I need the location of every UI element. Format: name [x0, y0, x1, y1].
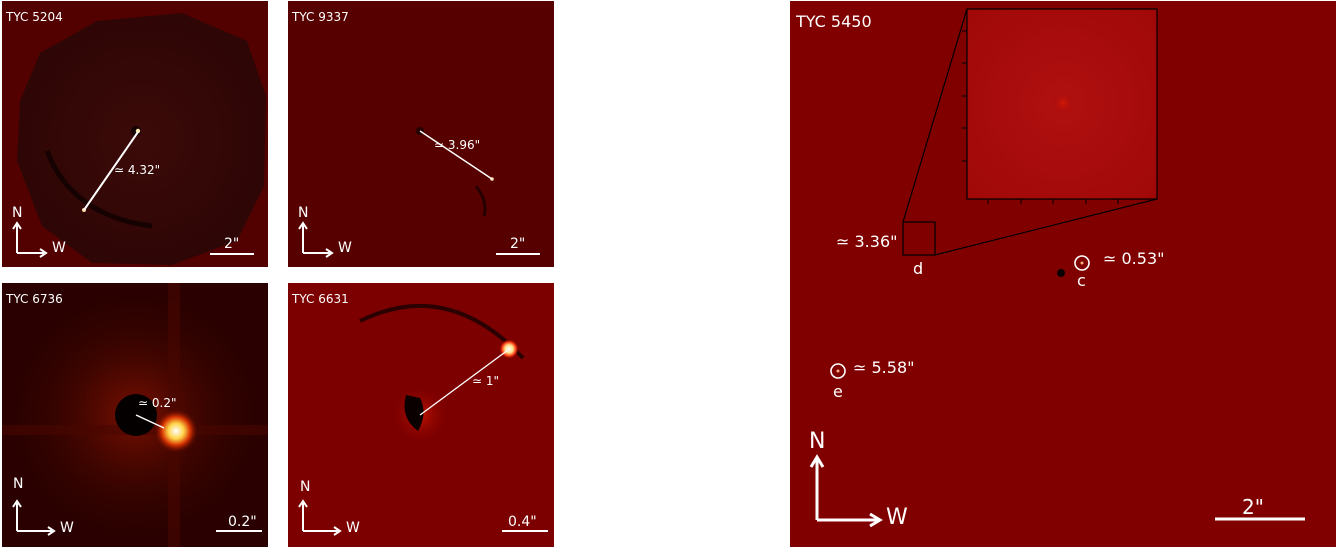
inset-ticks — [962, 30, 1119, 204]
separation-label: ≃ 1" — [472, 374, 500, 388]
source-e-separation: ≃ 5.58" — [853, 358, 915, 377]
panel-title: TYC 9337 — [292, 10, 349, 24]
separation-line — [419, 349, 509, 416]
separation-label: ≃ 3.96" — [434, 138, 481, 152]
separation-line — [419, 130, 493, 180]
separation-line — [135, 414, 165, 429]
north-label: N — [12, 205, 23, 221]
compass — [12, 499, 56, 536]
north-label: N — [298, 205, 309, 221]
zoom-connector-bottom — [934, 198, 1158, 256]
disk-arc — [474, 185, 487, 217]
scale-label: 2" — [510, 236, 526, 252]
west-label: W — [886, 505, 908, 530]
north-label: N — [13, 476, 24, 492]
compass — [298, 221, 334, 258]
image-panel-tyc6631: TYC 6631 ≃ 1" N W 0.4" — [288, 283, 554, 547]
compass — [809, 454, 883, 528]
image-panel-tyc9337: TYC 9337 ≃ 3.96" N W 2" — [288, 1, 554, 267]
source-d-separation: ≃ 3.36" — [836, 232, 898, 251]
image-panel-tyc6736: TYC 6736 ≃ 0.2" N W 0.2" — [2, 283, 268, 547]
separation-label: ≃ 4.32" — [114, 163, 161, 177]
source-c — [1080, 261, 1084, 265]
field-of-view — [17, 13, 266, 265]
coronagraph-shadow — [404, 395, 424, 431]
panel-image — [288, 1, 554, 267]
panel-title: TYC 6631 — [292, 292, 349, 306]
compass — [298, 499, 342, 536]
panel-title: TYC 6736 — [6, 292, 63, 306]
companion-star — [499, 339, 519, 359]
image-panel-tyc5204: TYC 5204 ≃ 4.32" N W 2" — [2, 1, 268, 267]
west-label: W — [60, 520, 74, 536]
panel-image — [2, 283, 268, 547]
west-label: W — [338, 240, 352, 256]
companion-star — [154, 409, 198, 453]
source-c-letter: c — [1077, 271, 1086, 290]
north-label: N — [300, 479, 311, 495]
west-label: W — [52, 240, 66, 256]
west-label: W — [346, 520, 360, 536]
source-e-circle — [830, 363, 846, 379]
scale-label: 0.2" — [228, 514, 257, 530]
source-e — [836, 369, 840, 373]
separation-label: ≃ 0.2" — [138, 396, 177, 410]
source-d-box — [902, 221, 936, 256]
panel-image — [288, 283, 554, 547]
scale-label: 2" — [224, 236, 240, 252]
compass — [12, 221, 48, 258]
separation-line — [83, 131, 139, 211]
source-c-circle — [1074, 255, 1090, 271]
inset-source — [1051, 91, 1075, 115]
panel-image — [790, 1, 1336, 547]
source-e-letter: e — [833, 382, 843, 401]
source-c-separation: ≃ 0.53" — [1103, 249, 1165, 268]
panel-title: TYC 5204 — [6, 10, 63, 24]
north-label: N — [809, 429, 826, 454]
panel-image — [2, 1, 268, 267]
disk-arc — [44, 150, 153, 229]
source-d-letter: d — [913, 259, 924, 278]
image-panel-tyc5450: TYC 5450 ≃ 0.53" c ≃ 3.36" d ≃ 5.58" e N… — [790, 1, 1336, 547]
panel-title: TYC 5450 — [796, 12, 872, 31]
zoom-connector-top — [902, 8, 968, 223]
scale-label: 0.4" — [508, 514, 537, 530]
scale-label: 2" — [1242, 495, 1264, 519]
central-star — [1057, 269, 1065, 277]
